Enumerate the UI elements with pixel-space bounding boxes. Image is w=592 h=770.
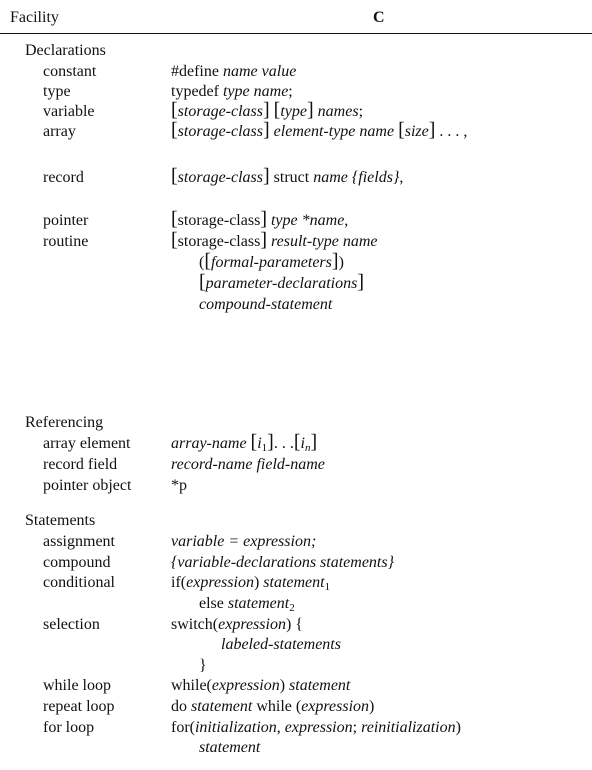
- row-label: for loop: [43, 719, 95, 736]
- row-syntax: switch(expression) {: [171, 616, 303, 633]
- row-syntax: array-name [i1]. . .[in]: [171, 431, 318, 454]
- row-syntax: }: [199, 657, 207, 674]
- row-syntax: else statement2: [199, 595, 295, 614]
- row-syntax: for(initialization, expression; reinitia…: [171, 719, 461, 736]
- row-label: pointer: [43, 212, 89, 229]
- row-syntax: [storage-class] element-type name [size]…: [171, 119, 468, 141]
- facility-column-header: Facility: [10, 9, 59, 26]
- row-label: routine: [43, 233, 89, 250]
- row-syntax: [storage-class] type *name,: [171, 208, 349, 230]
- row-syntax: {variable-declarations statements}: [171, 554, 394, 571]
- row-syntax: [storage-class] [type] names;: [171, 99, 364, 121]
- row-syntax: #define name value: [171, 63, 297, 80]
- row-syntax: *p: [171, 477, 187, 494]
- row-syntax: if(expression) statement1: [171, 574, 331, 593]
- row-label: repeat loop: [43, 698, 115, 715]
- row-syntax: labeled-statements: [221, 636, 341, 653]
- row-label: constant: [43, 63, 97, 80]
- row-label: variable: [43, 103, 95, 120]
- row-label: selection: [43, 616, 100, 633]
- row-syntax: [parameter-declarations]: [199, 271, 364, 293]
- section-title: Statements: [25, 512, 96, 529]
- row-label: assignment: [43, 533, 115, 550]
- row-label: pointer object: [43, 477, 132, 494]
- row-label: while loop: [43, 677, 111, 694]
- row-syntax: while(expression) statement: [171, 677, 351, 694]
- row-label: compound: [43, 554, 111, 571]
- row-syntax: record-name field-name: [171, 456, 325, 473]
- row-syntax: compound-statement: [199, 296, 333, 313]
- row-syntax: [storage-class] result-type name: [171, 229, 378, 251]
- row-syntax: statement: [199, 739, 261, 756]
- row-syntax: ([formal-parameters]): [199, 250, 344, 272]
- row-syntax: variable = expression;: [171, 533, 317, 550]
- row-label: record: [43, 169, 84, 186]
- row-syntax: typedef type name;: [171, 83, 293, 100]
- row-syntax: [storage-class] struct name {fields},: [171, 165, 404, 187]
- row-label: conditional: [43, 574, 115, 591]
- row-syntax: do statement while (expression): [171, 698, 375, 715]
- section-title: Declarations: [25, 42, 106, 59]
- header-rule: [0, 33, 592, 34]
- row-label: record field: [43, 456, 118, 473]
- row-label: array: [43, 123, 76, 140]
- section-title: Referencing: [25, 414, 104, 431]
- c-column-header: C: [373, 9, 385, 26]
- table-header: Facility C: [0, 9, 592, 31]
- row-label: array element: [43, 435, 131, 452]
- row-label: type: [43, 83, 71, 100]
